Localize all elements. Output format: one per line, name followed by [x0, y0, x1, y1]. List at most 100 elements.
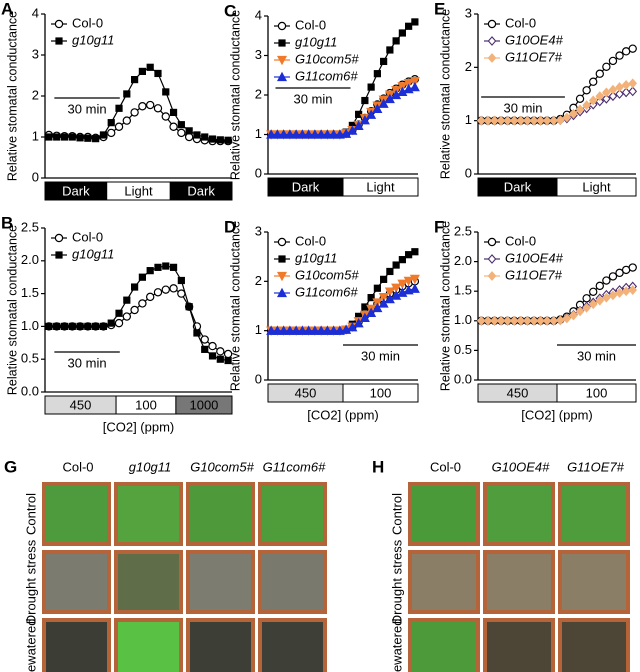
- y-tick-label: 3: [32, 46, 39, 61]
- data-point: [138, 102, 147, 111]
- y-axis-label: Relative stomatal conductance: [5, 11, 19, 181]
- data-point: [208, 341, 217, 351]
- data-point: [398, 256, 406, 264]
- data-point: [185, 127, 193, 135]
- plants: [118, 622, 179, 672]
- data-point: [367, 294, 375, 302]
- data-point: [516, 315, 526, 326]
- y-tick-label: 0.5: [454, 342, 472, 357]
- y-tick-label: 2.5: [21, 219, 39, 234]
- row-label: Drought stress: [23, 539, 38, 624]
- condition-label: Dark: [292, 179, 320, 194]
- data-point: [602, 87, 611, 98]
- data-point: [359, 312, 370, 322]
- data-point: [496, 115, 506, 126]
- data-point: [162, 262, 170, 270]
- data-point: [154, 69, 162, 78]
- y-tick-label: 1.5: [454, 283, 472, 298]
- legend-label: G10com5#: [295, 51, 359, 66]
- data-point: [138, 299, 147, 308]
- data-point: [68, 133, 76, 141]
- data-point: [366, 109, 377, 119]
- column-label: Col-0: [430, 459, 461, 474]
- x-axis-label: [CO2] (ppm): [521, 407, 593, 422]
- data-point: [392, 37, 400, 45]
- plants: [262, 622, 323, 672]
- column-label: G10com5#: [190, 459, 254, 474]
- data-point: [569, 310, 578, 321]
- data-point: [154, 263, 162, 271]
- condition-label: Dark: [62, 183, 90, 198]
- data-point: [529, 315, 539, 326]
- data-point: [284, 129, 295, 139]
- data-point: [169, 108, 178, 116]
- data-point: [278, 129, 289, 139]
- data-point: [130, 305, 139, 315]
- data-point: [595, 96, 605, 107]
- condition-label: 100: [586, 385, 608, 400]
- y-tick-label: 1: [255, 126, 262, 141]
- legend-label: G11OE7#: [505, 267, 563, 282]
- legend-label: G11com6#: [295, 284, 358, 299]
- data-point: [145, 100, 155, 110]
- condition-segment: [556, 177, 637, 197]
- panel-letter: E: [434, 0, 445, 18]
- data-point: [483, 315, 493, 326]
- data-point: [138, 67, 146, 75]
- legend-marker: [487, 36, 497, 46]
- data-point: [284, 325, 295, 335]
- series-line: [48, 287, 229, 355]
- data-point: [509, 115, 519, 126]
- data-point: [272, 325, 283, 335]
- data-point: [216, 355, 224, 363]
- data-point: [523, 315, 532, 326]
- data-point: [542, 315, 552, 326]
- data-point: [589, 287, 598, 296]
- data-point: [608, 272, 618, 281]
- data-point: [169, 263, 178, 271]
- legend-label: Col-0: [72, 15, 103, 30]
- y-tick-label: 2: [255, 86, 262, 101]
- data-point: [409, 81, 420, 92]
- data-point: [130, 108, 139, 117]
- row-label: Drought stress: [389, 539, 404, 624]
- y-tick-label: 3: [255, 47, 262, 62]
- plants: [46, 554, 107, 610]
- data-point: [328, 325, 339, 335]
- y-tick-label: 1.0: [454, 312, 472, 327]
- data-point: [602, 62, 611, 72]
- data-point: [476, 315, 486, 326]
- data-point: [373, 70, 381, 78]
- data-point: [303, 325, 314, 335]
- data-point: [297, 325, 308, 335]
- legend-marker: [276, 287, 288, 298]
- data-point: [516, 115, 526, 126]
- legend-marker: [277, 237, 287, 247]
- condition-label: 450: [295, 385, 317, 400]
- data-point: [380, 57, 388, 66]
- data-point: [378, 98, 389, 108]
- plants: [190, 486, 251, 542]
- data-point: [595, 91, 605, 102]
- plants: [262, 486, 323, 542]
- data-point: [169, 284, 178, 293]
- data-point: [153, 288, 163, 297]
- data-point: [409, 77, 420, 87]
- data-point: [621, 79, 631, 90]
- data-point: [409, 274, 420, 285]
- data-point: [575, 94, 585, 104]
- y-axis-label: Relative stomatal conductance: [228, 221, 242, 391]
- legend-marker: [55, 37, 63, 45]
- data-point: [224, 136, 232, 144]
- data-point: [131, 76, 139, 84]
- y-tick-label: 1: [32, 128, 39, 143]
- condition-segment: [169, 181, 233, 201]
- data-point: [169, 122, 178, 131]
- legend-label: G10OE4#: [505, 32, 564, 47]
- data-point: [503, 115, 512, 126]
- data-point: [569, 108, 578, 119]
- data-point: [386, 46, 394, 54]
- data-point: [92, 135, 100, 143]
- data-point: [177, 289, 186, 298]
